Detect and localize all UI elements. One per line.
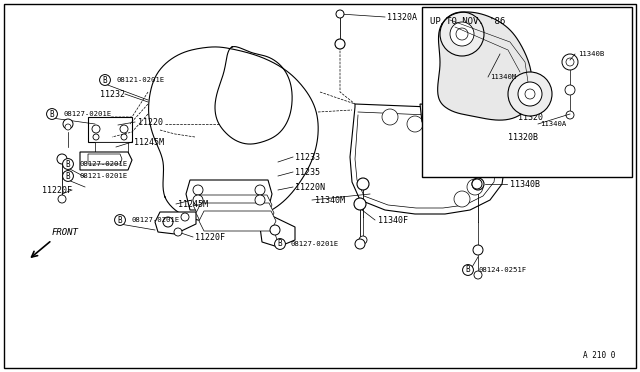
Text: 11220N: 11220N — [295, 183, 325, 192]
Text: B: B — [278, 240, 282, 248]
Circle shape — [454, 191, 470, 207]
Bar — [422, 7, 632, 177]
Text: 11220: 11220 — [138, 118, 163, 126]
Circle shape — [472, 159, 488, 175]
Text: 11320A: 11320A — [387, 13, 417, 22]
Circle shape — [255, 185, 265, 195]
Circle shape — [335, 39, 345, 49]
Text: 11340M: 11340M — [490, 74, 516, 80]
Text: 11340A: 11340A — [540, 121, 566, 127]
Circle shape — [435, 109, 445, 119]
Text: 08127-0201E: 08127-0201E — [63, 111, 111, 117]
Circle shape — [181, 213, 189, 221]
Polygon shape — [193, 195, 272, 215]
Polygon shape — [350, 104, 505, 214]
Circle shape — [92, 125, 100, 133]
Text: 08127-0201E: 08127-0201E — [291, 241, 339, 247]
Text: 11235: 11235 — [295, 167, 320, 176]
Circle shape — [457, 142, 473, 158]
Circle shape — [336, 10, 344, 18]
Text: B: B — [50, 109, 54, 119]
Polygon shape — [88, 154, 122, 164]
Circle shape — [565, 85, 575, 95]
Text: 08121-0201E: 08121-0201E — [116, 77, 164, 83]
Circle shape — [472, 179, 482, 189]
Circle shape — [121, 134, 127, 140]
Text: 08121-0201E: 08121-0201E — [79, 173, 127, 179]
Polygon shape — [199, 211, 276, 231]
Circle shape — [359, 236, 367, 244]
Circle shape — [65, 124, 71, 130]
Circle shape — [57, 154, 67, 164]
Circle shape — [174, 228, 182, 236]
Polygon shape — [438, 12, 532, 120]
Circle shape — [456, 112, 466, 122]
Text: 11232: 11232 — [100, 90, 125, 99]
Circle shape — [355, 239, 365, 249]
Text: 08127-0201E: 08127-0201E — [131, 217, 179, 223]
Circle shape — [472, 178, 484, 190]
Polygon shape — [190, 187, 270, 207]
Circle shape — [473, 245, 483, 255]
Polygon shape — [88, 117, 132, 142]
Circle shape — [508, 72, 552, 116]
Text: 11233: 11233 — [295, 153, 320, 161]
Circle shape — [525, 89, 535, 99]
Circle shape — [518, 82, 542, 106]
Circle shape — [474, 271, 482, 279]
Circle shape — [566, 58, 574, 66]
Circle shape — [562, 54, 578, 70]
Text: 11340B: 11340B — [510, 180, 540, 189]
Polygon shape — [196, 203, 274, 223]
Text: 08124-0251F: 08124-0251F — [479, 267, 527, 273]
Circle shape — [566, 111, 574, 119]
Circle shape — [255, 195, 265, 205]
Text: 11220F: 11220F — [195, 232, 225, 241]
Polygon shape — [95, 142, 128, 157]
Circle shape — [440, 12, 484, 56]
Circle shape — [431, 105, 449, 123]
Text: 08127-0201E: 08127-0201E — [79, 161, 127, 167]
Circle shape — [193, 185, 203, 195]
Circle shape — [58, 195, 66, 203]
Circle shape — [450, 22, 474, 46]
Text: 11340M: 11340M — [315, 196, 345, 205]
Circle shape — [193, 195, 203, 205]
Text: B: B — [466, 266, 470, 275]
Text: 11220F: 11220F — [42, 186, 72, 195]
Text: B: B — [102, 76, 108, 84]
Text: B: B — [66, 171, 70, 180]
Text: A 210 0: A 210 0 — [582, 351, 615, 360]
Circle shape — [270, 225, 280, 235]
Circle shape — [475, 181, 481, 187]
Circle shape — [456, 28, 468, 40]
Circle shape — [357, 178, 369, 190]
Circle shape — [93, 134, 99, 140]
Circle shape — [63, 119, 73, 129]
Polygon shape — [155, 212, 196, 234]
Circle shape — [163, 217, 173, 227]
Text: 11245M: 11245M — [134, 138, 164, 147]
Text: B: B — [118, 215, 122, 224]
Text: B: B — [66, 160, 70, 169]
Text: 11320: 11320 — [518, 112, 543, 122]
Circle shape — [432, 126, 448, 142]
Circle shape — [120, 125, 128, 133]
Polygon shape — [260, 214, 295, 247]
Circle shape — [354, 198, 366, 210]
Circle shape — [382, 109, 398, 125]
Text: UP TO NOV. '86: UP TO NOV. '86 — [430, 17, 505, 26]
Polygon shape — [80, 152, 132, 170]
Polygon shape — [420, 104, 462, 124]
Text: 11340F: 11340F — [378, 215, 408, 224]
Text: FRONT: FRONT — [52, 228, 79, 237]
Text: 11320B: 11320B — [508, 132, 538, 141]
Text: 11245M: 11245M — [178, 199, 208, 208]
Circle shape — [467, 179, 483, 195]
Polygon shape — [186, 180, 272, 210]
Circle shape — [407, 116, 423, 132]
Text: 11340B: 11340B — [578, 51, 604, 57]
